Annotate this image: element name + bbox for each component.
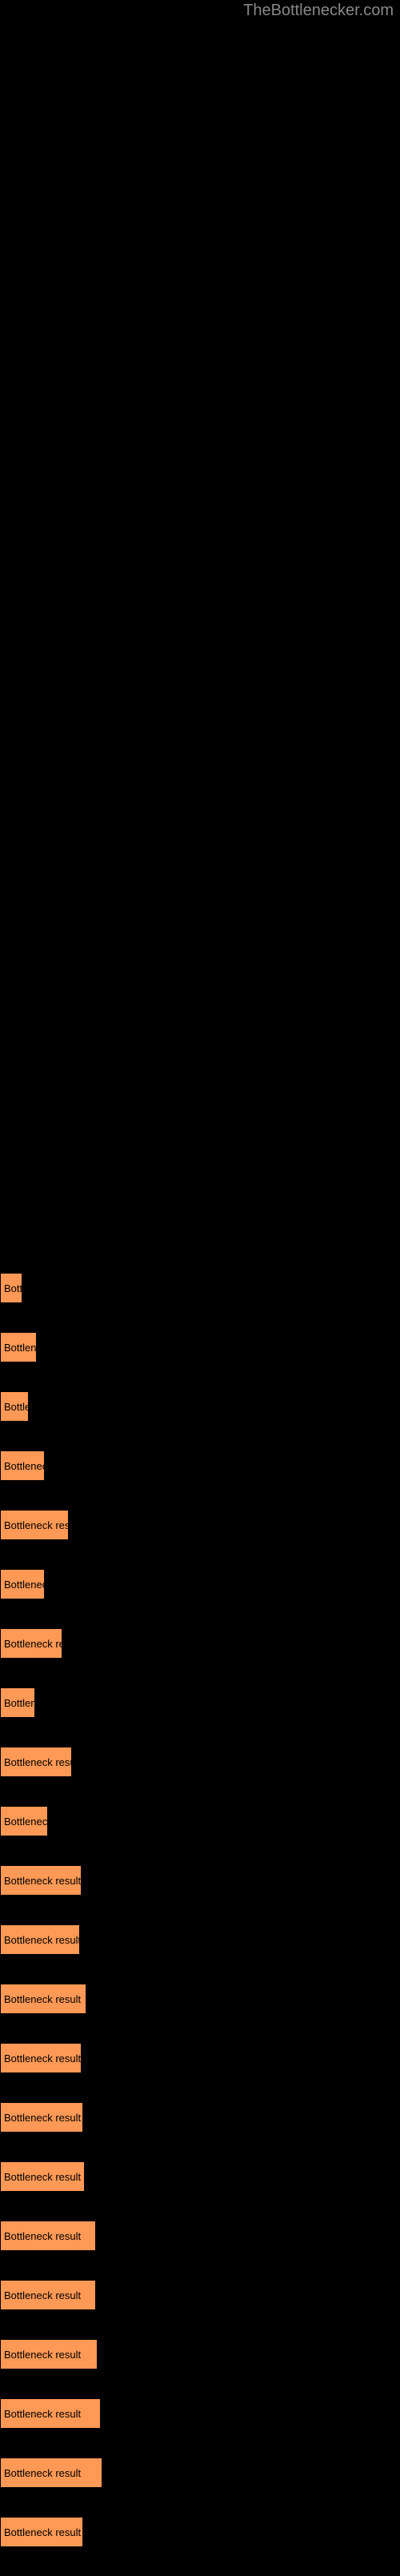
chart-bar: Bottleneck result [0, 1924, 80, 1955]
chart-bar: Bottl [0, 1273, 22, 1303]
bar-label: Bottleneck result [4, 2349, 81, 2361]
chart-bar: Bottleneck result [0, 2043, 82, 2073]
bar-row: Bottleneck r [0, 1806, 400, 1836]
watermark-text: TheBottlenecker.com [243, 2, 394, 20]
chart-bar: Bottleneck result [0, 2280, 96, 2310]
chart-bar: Bottleneck result [0, 2339, 98, 2369]
bar-row: Bottleneck result [0, 2398, 400, 2429]
bar-label: Bottleneck result [4, 2230, 81, 2242]
bar-row: Bottleneck result [0, 2517, 400, 2547]
bar-row: Bottleneck result [0, 1984, 400, 2014]
bar-label: Bottleneck result [4, 2526, 81, 2538]
bar-label: Bottleneck [4, 1460, 45, 1472]
chart-bar: Bottleneck result [0, 2102, 83, 2133]
bar-row: Bottleneck re [0, 1628, 400, 1659]
chart-bar: Bottleneck re [0, 1628, 62, 1659]
chart-bar: Bottler [0, 1391, 29, 1422]
bar-label: Bottleneck result [4, 1875, 81, 1887]
bar-label: Bottleneck result [4, 2052, 81, 2064]
chart-bar: Bottlenec [0, 1332, 37, 1362]
bar-row: Bottleneck result [0, 2339, 400, 2369]
chart-bar: Bottleneck resu [0, 1747, 72, 1777]
chart-bar: Bottleneck [0, 1569, 45, 1599]
bar-label: Bottleneck res [4, 1519, 69, 1531]
bar-label: Bottleneck r [4, 1816, 48, 1828]
bar-row: Bottleneck result [0, 2043, 400, 2073]
bar-label: Bottleneck result [4, 2467, 81, 2479]
bar-label: Bottleneck re [4, 1638, 62, 1650]
chart-bar: Bottleneck res [0, 1510, 69, 1540]
bar-row: Bottlenec [0, 1332, 400, 1362]
bar-row: Bottler [0, 1391, 400, 1422]
bar-row: Bottlenec [0, 1687, 400, 1718]
bar-row: Bottleneck result [0, 1924, 400, 1955]
bar-row: Bottleneck result [0, 2221, 400, 2251]
chart-bar: Bottleneck r [0, 1806, 48, 1836]
bar-label: Bottleneck result [4, 1934, 80, 1946]
bar-label: Bottleneck resu [4, 1756, 72, 1768]
chart-bar: Bottleneck result [0, 2161, 85, 2192]
bar-row: Bottleneck [0, 1451, 400, 1481]
bar-row: Bottleneck result [0, 2458, 400, 2488]
chart-bar: Bottleneck result [0, 2517, 83, 2547]
bar-row: Bottleneck result [0, 2102, 400, 2133]
chart-bar: Bottleneck result [0, 1984, 86, 2014]
bar-label: Bottleneck result [4, 2289, 81, 2301]
chart-bar: Bottleneck result [0, 2221, 96, 2251]
chart-bar: Bottlenec [0, 1687, 35, 1718]
bar-row: Bottl [0, 1273, 400, 1303]
chart-bar: Bottleneck result [0, 1865, 82, 1896]
chart-bar: Bottleneck [0, 1451, 45, 1481]
bar-row: Bottleneck [0, 1569, 400, 1599]
bar-label: Bottlenec [4, 1697, 35, 1709]
bar-label: Bottleneck result [4, 2112, 81, 2124]
chart-bar: Bottleneck result [0, 2398, 101, 2429]
bar-row: Bottleneck res [0, 1510, 400, 1540]
bar-label: Bottleneck result [4, 1993, 81, 2005]
bar-chart: Bottl Bottlenec Bottler Bottleneck Bottlenec… [0, 0, 400, 2547]
bar-label: Bottleneck result [4, 2408, 81, 2420]
bar-label: Bottler [4, 1401, 29, 1413]
bar-label: Bottleneck result [4, 2171, 81, 2183]
bar-row: Bottleneck result [0, 2280, 400, 2310]
chart-bar: Bottleneck result [0, 2458, 102, 2488]
bar-row: Bottleneck result [0, 2161, 400, 2192]
bar-label: Bottlenec [4, 1342, 37, 1354]
bar-label: Bottl [4, 1282, 22, 1294]
bar-label: Bottleneck [4, 1579, 45, 1591]
bar-row: Bottleneck result [0, 1865, 400, 1896]
bar-row: Bottleneck resu [0, 1747, 400, 1777]
